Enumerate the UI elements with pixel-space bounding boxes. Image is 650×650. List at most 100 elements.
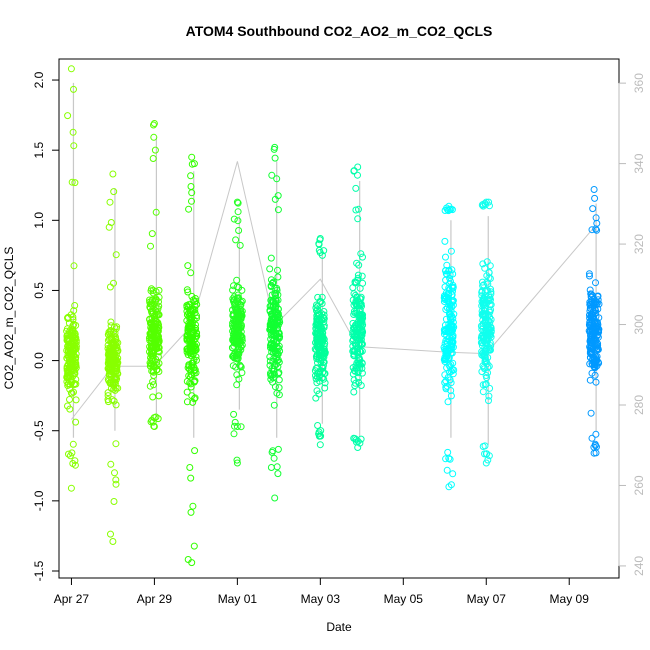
data-point [446, 271, 454, 279]
data-point [230, 334, 238, 342]
data-point [70, 142, 78, 150]
data-point [187, 269, 195, 277]
data-point [234, 217, 242, 225]
data-point [479, 300, 487, 308]
data-point [183, 388, 191, 396]
data-point [317, 432, 325, 440]
data-point [184, 328, 192, 335]
data-point [321, 379, 329, 387]
data-point [70, 381, 78, 389]
data-point [191, 326, 199, 334]
data-point [481, 450, 488, 458]
data-point [480, 311, 488, 319]
data-point [66, 357, 73, 364]
data-point [187, 383, 195, 391]
data-point [193, 356, 200, 364]
data-point [237, 343, 245, 350]
data-point [592, 312, 600, 320]
data-point [112, 480, 120, 488]
data-point [318, 364, 326, 372]
data-point-min [590, 449, 598, 457]
data-point [320, 308, 328, 315]
data-point [354, 369, 362, 377]
data-point [147, 287, 155, 295]
data-point [441, 340, 449, 347]
data-point [191, 394, 199, 402]
data-point [233, 283, 241, 291]
data-point [110, 279, 117, 287]
data-point [147, 300, 155, 308]
data-point-min [233, 459, 241, 467]
data-point [357, 382, 365, 389]
data-point [349, 364, 357, 372]
data-point [443, 466, 451, 474]
series-points [349, 163, 367, 451]
data-point-max [316, 235, 324, 242]
y-tick-label: -1.0 [32, 490, 46, 511]
data-point [446, 311, 454, 318]
data-point [320, 247, 328, 255]
data-point [481, 355, 489, 363]
data-point [316, 367, 324, 375]
data-point [351, 279, 359, 287]
data-point [184, 345, 192, 353]
data-point [233, 381, 241, 389]
data-point [183, 303, 191, 311]
data-point [316, 327, 324, 335]
data-point [66, 405, 74, 413]
data-point [585, 270, 593, 278]
data-point [588, 369, 596, 377]
data-point [69, 316, 77, 323]
data-point-max [590, 186, 598, 193]
data-point [151, 327, 159, 334]
data-point [190, 395, 198, 403]
data-point [237, 315, 245, 323]
data-point [354, 374, 362, 382]
data-point [191, 345, 199, 353]
data-point [108, 376, 115, 384]
data-point [149, 348, 157, 356]
data-point [235, 345, 243, 353]
data-point [449, 318, 457, 326]
data-point [271, 154, 279, 162]
data-point [351, 382, 359, 390]
data-point-max [445, 202, 453, 210]
x-tick-label: May 03 [301, 592, 341, 606]
data-point [358, 317, 366, 325]
data-point [271, 347, 279, 355]
data-point [70, 85, 77, 93]
data-point [65, 450, 72, 458]
series-points [63, 65, 80, 492]
data-point [484, 316, 492, 324]
data-point [188, 197, 195, 205]
series-points [145, 120, 163, 430]
data-point [449, 470, 457, 478]
data-point [274, 445, 282, 453]
data-point [71, 179, 79, 187]
data-point [270, 401, 278, 409]
data-point [486, 262, 494, 270]
data-point [109, 356, 117, 364]
data-point [450, 323, 458, 331]
data-point-min [482, 459, 490, 467]
data-point [148, 296, 156, 304]
data-point [483, 321, 491, 329]
data-point [594, 305, 602, 313]
data-point [152, 208, 160, 216]
data-point [485, 198, 493, 206]
data-point [154, 327, 162, 335]
data-point-max [67, 65, 75, 73]
data-point [185, 335, 193, 343]
data-point [353, 302, 361, 310]
data-point [275, 391, 283, 399]
data-point [587, 293, 595, 301]
data-point [448, 337, 456, 345]
gray-series-lines [71, 82, 597, 445]
data-point [152, 288, 160, 296]
data-point [230, 300, 238, 307]
data-point-max [150, 120, 158, 127]
data-point [271, 315, 279, 323]
data-point [71, 461, 79, 469]
data-point [104, 396, 112, 404]
data-point [587, 334, 595, 342]
